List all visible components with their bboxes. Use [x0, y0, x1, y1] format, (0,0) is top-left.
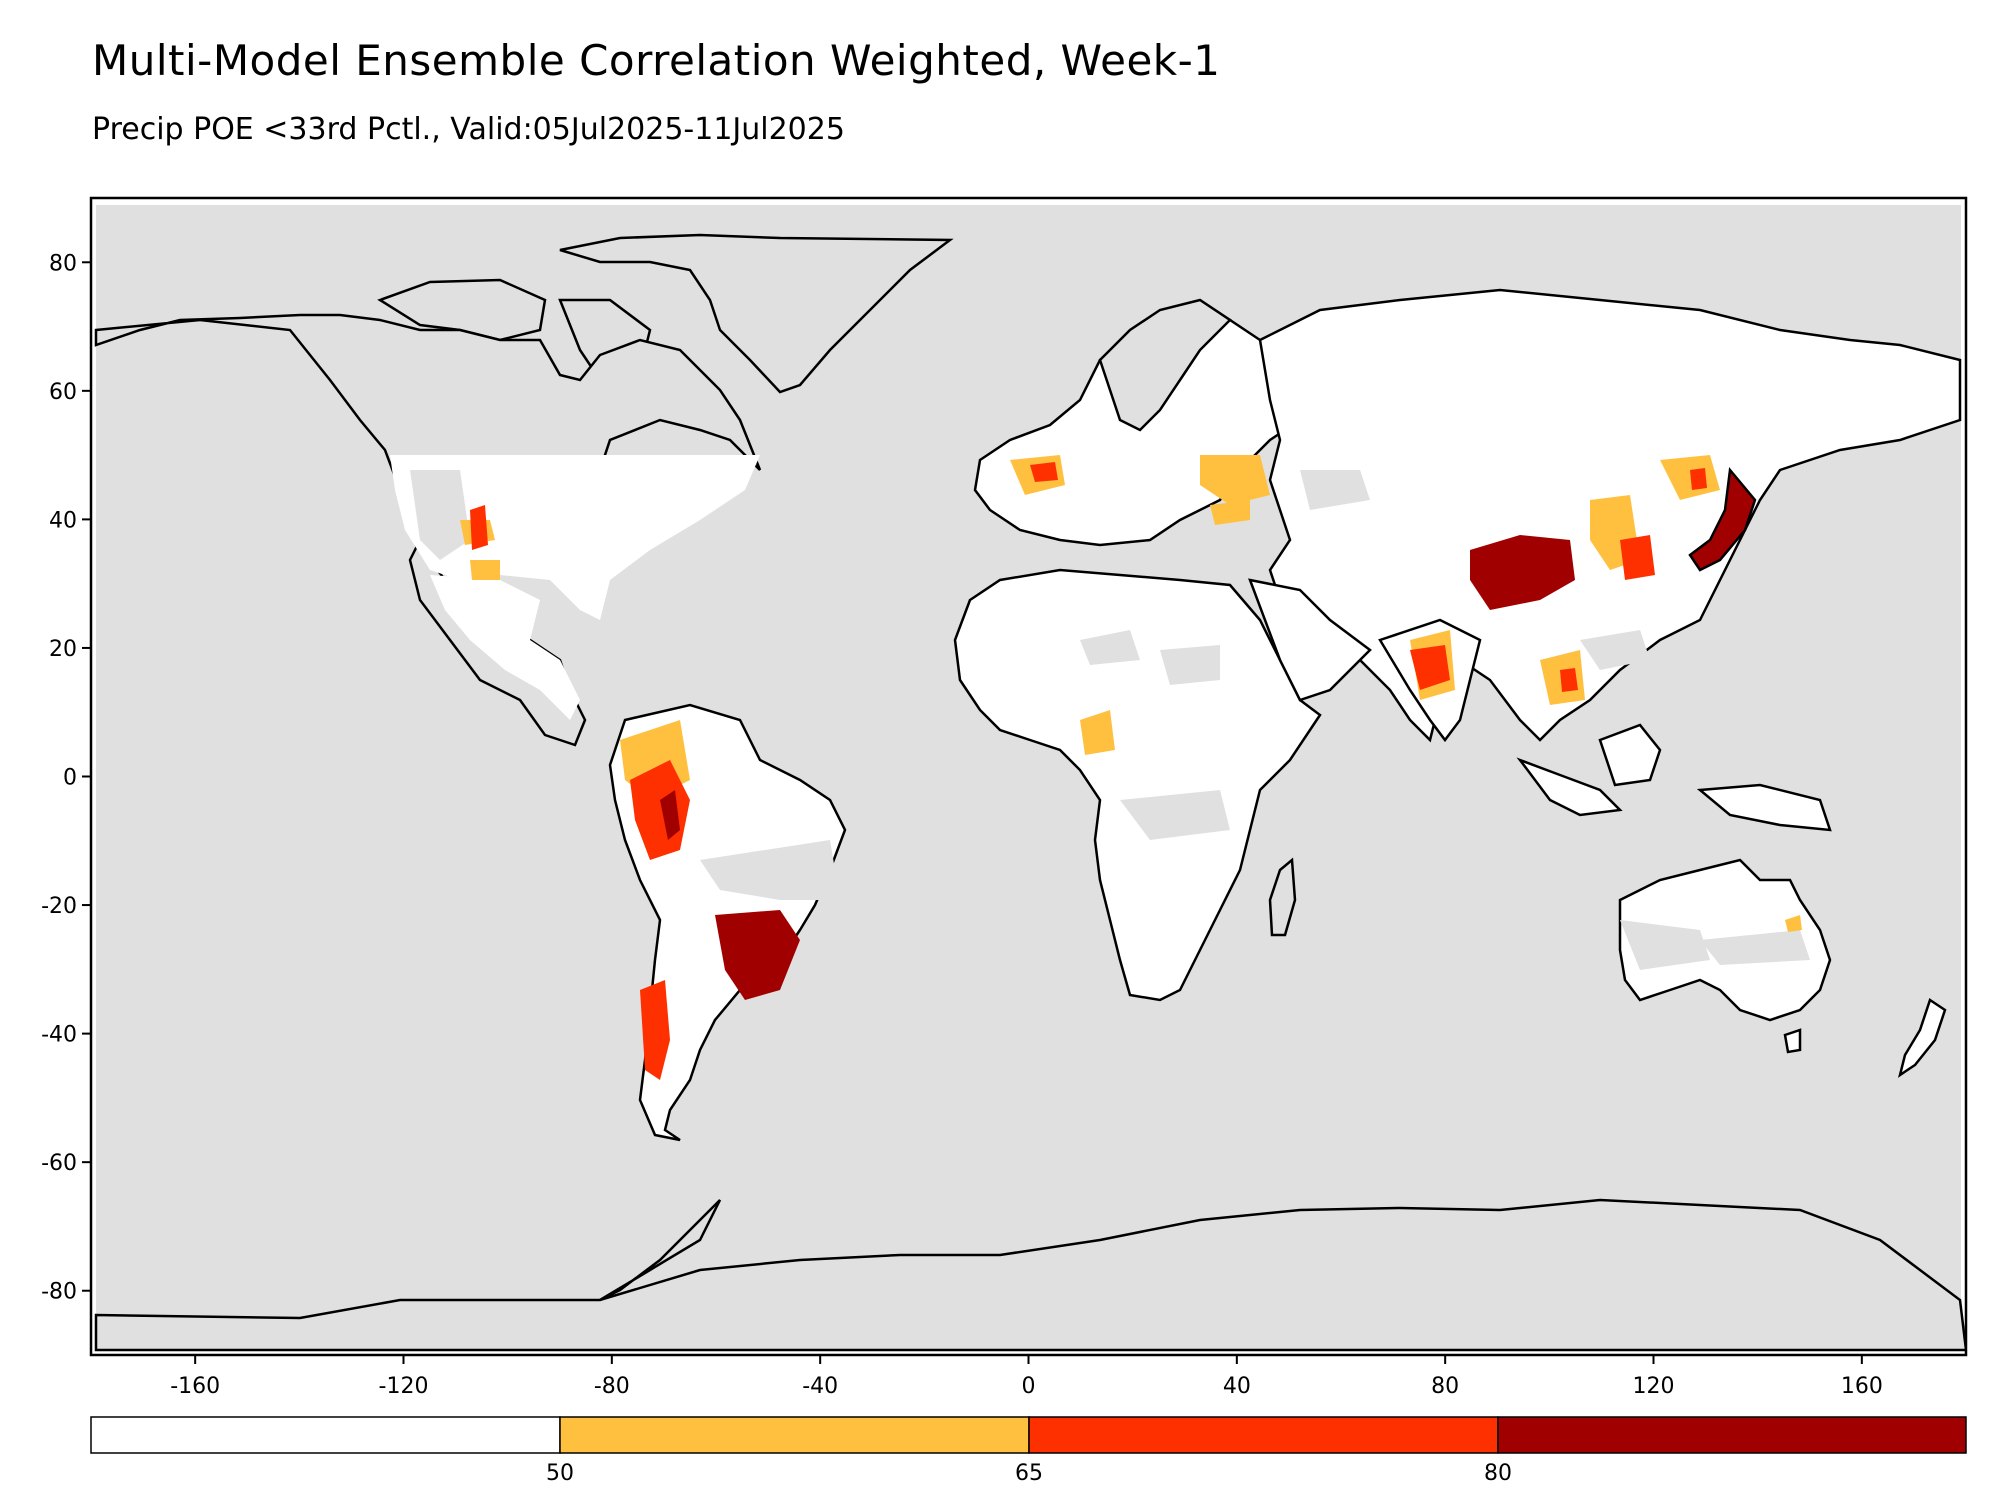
y-tick-label: -60 — [41, 1151, 77, 1176]
x-tick-label: 40 — [1223, 1374, 1251, 1399]
y-tick-label: 20 — [49, 637, 77, 662]
colorbar-tick-50: 50 — [546, 1461, 574, 1486]
y-tick-label: 60 — [49, 380, 77, 405]
arctic-islands — [377, 278, 547, 342]
probability-65-80 — [470, 462, 1707, 1080]
arabia-land — [1248, 578, 1372, 702]
greenland-land — [559, 233, 954, 394]
usa-land — [390, 455, 760, 620]
indonesia-land — [1516, 757, 1623, 817]
y-tick-label: -20 — [41, 894, 77, 919]
mexico-land — [430, 575, 580, 720]
x-tick-label: -40 — [802, 1374, 838, 1399]
y-tick-label: -80 — [41, 1280, 77, 1305]
y-tick-label: -40 — [41, 1023, 77, 1048]
y-tick-label: 40 — [49, 508, 77, 533]
borneo-land — [1598, 723, 1662, 787]
map-subtitle: Precip POE <33rd Pctl., Valid:05Jul2025-… — [92, 112, 845, 147]
antarctica-land — [94, 1198, 1966, 1352]
new-guinea-land — [1696, 783, 1832, 832]
colorbar-tick-65: 65 — [1015, 1461, 1043, 1486]
africa-land — [953, 568, 1322, 1002]
x-axis: -160 -120 -80 -40 0 40 80 120 160 — [170, 1355, 1883, 1399]
new-zealand-land — [1898, 998, 1947, 1078]
japan-land — [1688, 466, 1757, 572]
x-tick-label: 80 — [1431, 1374, 1459, 1399]
x-tick-label: 160 — [1841, 1374, 1883, 1399]
x-tick-label: 0 — [1022, 1374, 1036, 1399]
y-tick-label: 80 — [49, 251, 77, 276]
x-tick-label: -120 — [379, 1374, 429, 1399]
no-signal-areas — [410, 470, 1810, 970]
x-tick-label: -160 — [170, 1374, 220, 1399]
scandinavia-land — [1098, 298, 1232, 432]
antarctic-peninsula — [599, 1199, 722, 1302]
colorbar-bin-below-50 — [90, 1416, 561, 1454]
madagascar-land — [1268, 857, 1297, 937]
y-axis: 80 60 40 20 0 -20 -40 -60 -80 — [41, 251, 91, 1305]
colorbar-bin-50-65 — [559, 1416, 1030, 1454]
x-tick-label: -80 — [594, 1374, 630, 1399]
colorbar-tick-80: 80 — [1484, 1461, 1512, 1486]
map-title: Multi-Model Ensemble Correlation Weighte… — [92, 36, 1221, 85]
tasmania-land — [1783, 1028, 1802, 1054]
probability-above-80 — [660, 535, 1575, 1000]
x-tick-label: 120 — [1633, 1374, 1675, 1399]
colorbar-bin-65-80 — [1028, 1416, 1499, 1454]
y-tick-label: 0 — [63, 766, 77, 791]
colorbar: 50 65 80 — [90, 1416, 1967, 1486]
land-layer — [94, 233, 1966, 1352]
colorbar-bin-above-80 — [1497, 1416, 1967, 1454]
